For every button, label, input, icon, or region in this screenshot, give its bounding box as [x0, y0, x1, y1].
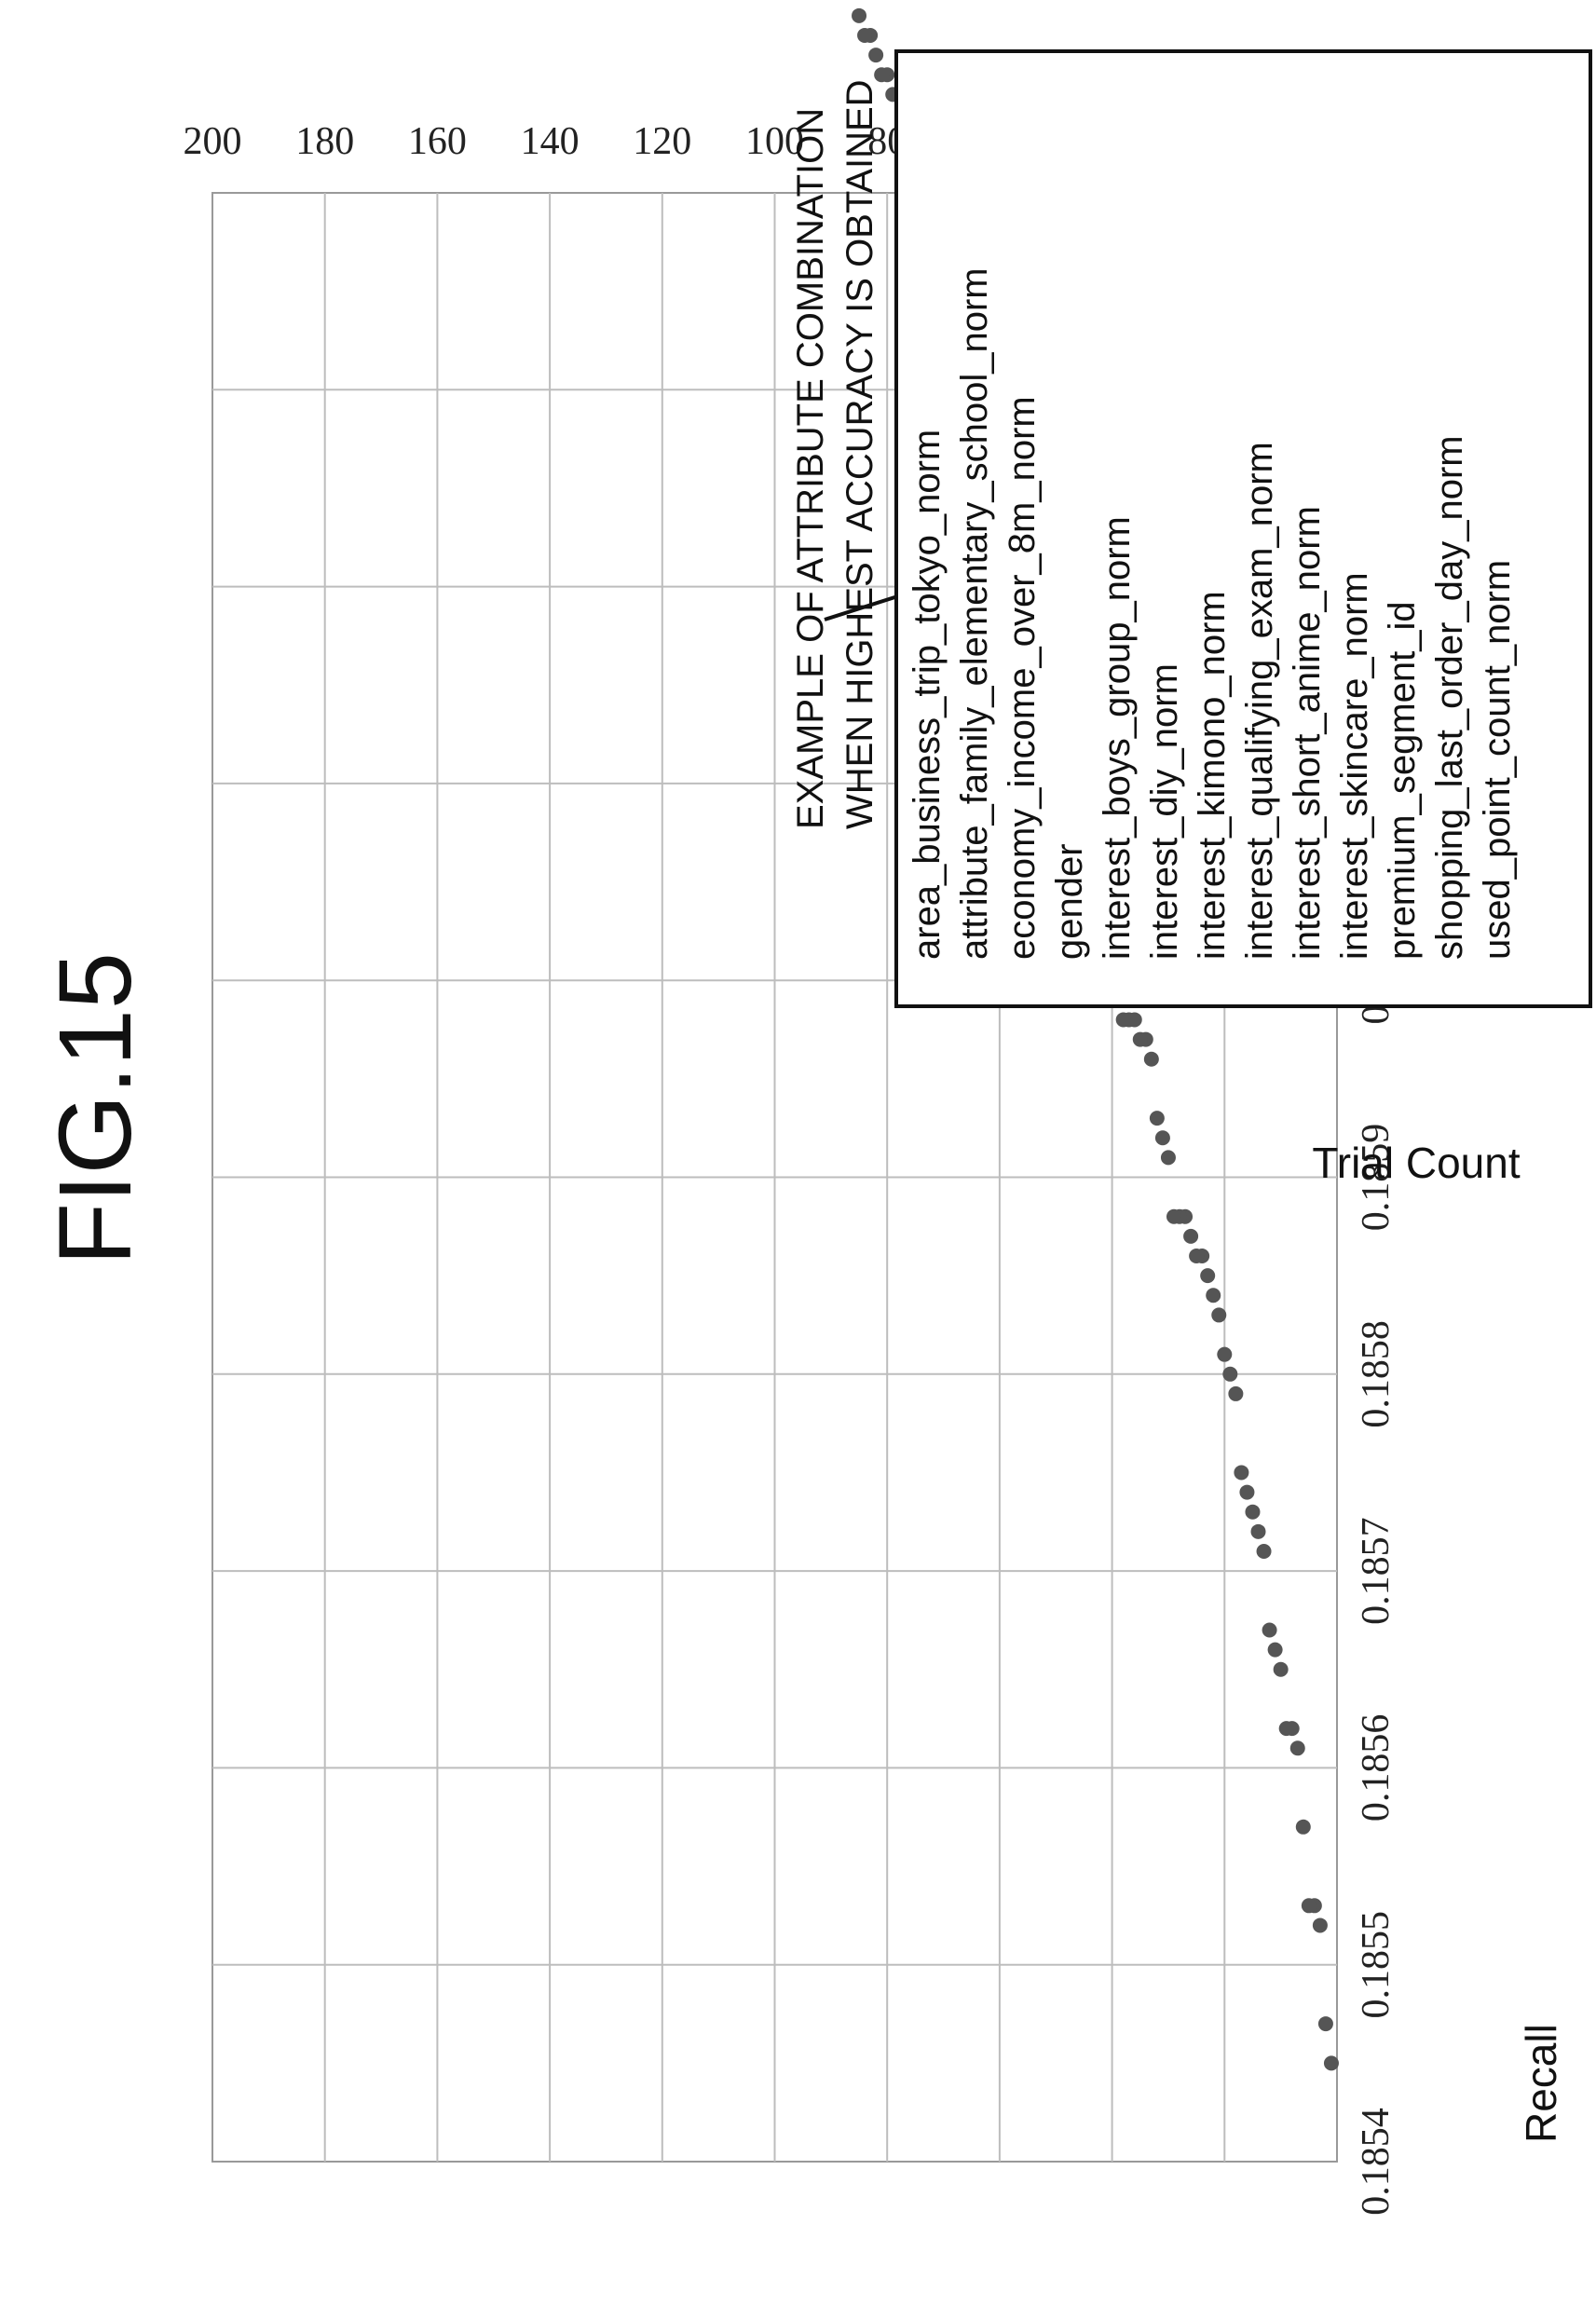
- data-point: [1323, 2055, 1339, 2071]
- data-point: [1245, 1504, 1261, 1520]
- recall-tick-label: 0.1856: [1355, 1714, 1398, 1822]
- legend-item: interest_short_anime_norm: [1287, 506, 1328, 960]
- recall-tick-label: 0.1859: [1355, 1124, 1398, 1232]
- trial-count-tick-label: 120: [633, 120, 691, 163]
- data-point: [1222, 1366, 1238, 1382]
- data-point: [1115, 1012, 1131, 1028]
- recall-tick-label: 0.1857: [1355, 1517, 1398, 1625]
- trial-count-tick-label: 160: [408, 120, 467, 163]
- data-point: [852, 7, 867, 23]
- data-point: [1166, 1208, 1181, 1224]
- legend-item: used_point_count_norm: [1477, 560, 1518, 960]
- data-point: [1132, 1031, 1148, 1047]
- recall-tick-label: 0.1858: [1355, 1320, 1398, 1428]
- figure-label: FIG.15: [38, 952, 153, 1265]
- data-point: [1160, 1150, 1176, 1166]
- x-axis-label: Trial Count: [1312, 1139, 1520, 1187]
- legend-box: [894, 49, 1592, 1008]
- data-point: [1200, 1268, 1216, 1284]
- data-point: [1317, 2016, 1333, 2032]
- data-point: [1228, 1385, 1244, 1401]
- data-point: [1239, 1484, 1255, 1500]
- y-axis-label: Recall: [1517, 2024, 1565, 2143]
- legend-item: interest_kimono_norm: [1192, 591, 1233, 960]
- data-point: [1189, 1249, 1205, 1264]
- legend: area_business_trip_tokyo_norm attribute_f…: [907, 267, 1518, 960]
- data-point: [1149, 1111, 1165, 1126]
- data-point: [874, 67, 890, 83]
- legend-item: economy_income_over_8m_norm: [1002, 396, 1043, 960]
- annotation-line-2: WHEN HIGHEST ACCURACY IS OBTAINED: [839, 79, 880, 829]
- legend-item: gender: [1049, 843, 1090, 960]
- recall-tick-label: 0.1854: [1355, 2108, 1398, 2216]
- legend-item: interest_qualifying_exam_norm: [1239, 442, 1280, 960]
- legend-item: premium_segment_id: [1382, 601, 1423, 960]
- trial-count-tick-label: 180: [295, 120, 354, 163]
- data-point: [1234, 1465, 1249, 1481]
- legend-item: area_business_trip_tokyo_norm: [907, 430, 948, 960]
- data-point: [1295, 1819, 1311, 1835]
- data-point: [1273, 1661, 1289, 1677]
- data-point: [1256, 1543, 1272, 1559]
- legend-item: interest_boys_group_norm: [1097, 516, 1138, 960]
- data-point: [1211, 1307, 1227, 1323]
- data-point: [857, 27, 873, 43]
- legend-item: interest_diy_norm: [1144, 663, 1185, 960]
- trial-count-tick-label: 140: [521, 120, 580, 163]
- data-point: [1206, 1288, 1221, 1303]
- data-point: [1267, 1642, 1283, 1658]
- trial-count-tick-label: 200: [184, 120, 242, 163]
- data-point: [1289, 1740, 1305, 1756]
- data-point: [1250, 1523, 1266, 1539]
- legend-item: attribute_family_elementary_school_norm: [954, 267, 995, 960]
- data-point: [1217, 1346, 1233, 1362]
- data-point: [1301, 1898, 1316, 1914]
- data-point: [1183, 1228, 1199, 1244]
- data-point: [1262, 1622, 1277, 1638]
- annotation-line-1: EXAMPLE OF ATTRIBUTE COMBINATION: [790, 108, 831, 829]
- data-point: [1143, 1051, 1159, 1067]
- data-point: [1154, 1130, 1170, 1146]
- data-point: [1312, 1917, 1328, 1933]
- trial-count-tick-label: 100: [745, 120, 804, 163]
- legend-item: interest_skincare_norm: [1334, 572, 1375, 960]
- recall-tick-label: 0.1855: [1355, 1911, 1398, 2019]
- data-point: [868, 48, 884, 63]
- legend-item: shopping_last_order_day_norm: [1429, 435, 1470, 960]
- data-point: [1278, 1721, 1294, 1737]
